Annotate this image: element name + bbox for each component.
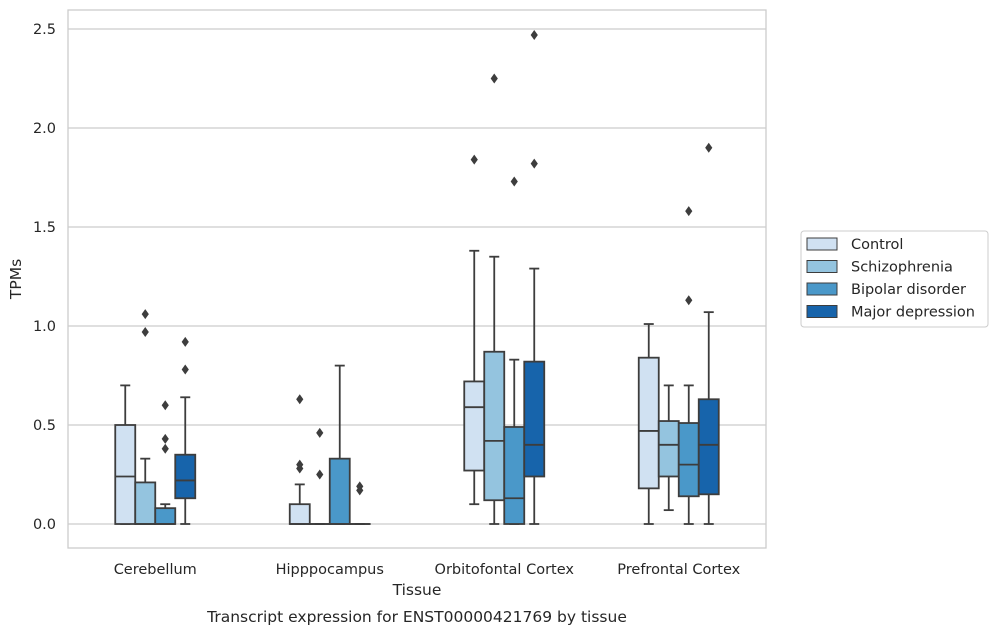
box-iqr	[114, 424, 137, 525]
outlier-point	[685, 206, 693, 217]
box-iqr	[288, 503, 311, 525]
outlier-point	[705, 142, 713, 153]
legend-swatch	[806, 237, 838, 251]
outlier-point	[296, 459, 304, 470]
outlier-point	[685, 295, 693, 306]
x-tick-label: Prefrontal Cortex	[617, 562, 740, 578]
box-iqr	[523, 360, 546, 478]
box-3-1	[657, 384, 680, 512]
outlier-point	[161, 433, 169, 444]
legend-label: Schizophrenia	[851, 260, 953, 276]
x-tick-label: Hipppocampus	[276, 562, 384, 578]
y-tick-label: 1.5	[33, 220, 56, 236]
legend: Control Schizophrenia Bipolar disorder Majo…	[800, 230, 989, 328]
box-iqr	[637, 356, 660, 490]
y-tick-label: 2.5	[33, 22, 56, 38]
box-3-2	[677, 206, 700, 525]
outlier-point	[161, 400, 169, 411]
outlier-point	[510, 176, 518, 187]
box-1-3	[348, 481, 371, 525]
boxes-layer	[114, 29, 720, 525]
box-iqr	[657, 420, 680, 478]
box-2-1	[483, 73, 506, 525]
legend-label: Bipolar disorder	[851, 282, 966, 298]
chart-caption: Transcript expression for ENST0000042176…	[206, 608, 627, 626]
box-iqr	[154, 507, 177, 525]
y-axis-label: TPMs	[7, 259, 25, 300]
outlier-point	[530, 158, 538, 169]
legend-swatch	[806, 282, 838, 296]
box-2-3	[523, 29, 546, 525]
legend-label: Control	[851, 237, 903, 253]
y-tick-label: 1.0	[33, 319, 56, 335]
y-tick-label: 0.0	[33, 517, 56, 533]
box-0-1	[134, 309, 157, 525]
box-iqr	[697, 398, 720, 496]
legend-frame	[800, 230, 989, 328]
outlier-point	[181, 364, 189, 375]
box-0-0	[114, 384, 137, 525]
outlier-point	[181, 336, 189, 347]
box-0-2	[154, 400, 177, 525]
box-1-0	[288, 394, 311, 525]
outlier-point	[356, 481, 364, 492]
box-1-1	[308, 427, 331, 525]
box-3-3	[697, 142, 720, 525]
x-axis-label: Tissue	[392, 581, 442, 599]
box-iqr	[174, 453, 197, 500]
outlier-point	[141, 309, 149, 320]
box-3-0	[637, 323, 660, 525]
y-tick-label: 0.5	[33, 418, 56, 434]
box-2-0	[463, 154, 486, 506]
x-tick-label: Cerebellum	[114, 562, 197, 578]
y-tick-labels: 0.0 0.5 1.0 1.5 2.0 2.5	[33, 22, 56, 533]
outlier-point	[296, 394, 304, 405]
legend-swatch	[806, 305, 838, 318]
box-iqr	[483, 350, 506, 502]
box-iqr	[134, 481, 157, 525]
outlier-point	[316, 427, 324, 438]
box-iqr	[328, 457, 351, 525]
box-iqr	[677, 422, 700, 498]
box-1-2	[328, 364, 351, 525]
outlier-point	[316, 469, 324, 480]
box-0-3	[174, 336, 197, 525]
outlier-point	[141, 326, 149, 337]
box-iqr	[463, 380, 486, 472]
outlier-point	[470, 154, 478, 165]
plot-frame	[67, 9, 767, 549]
outlier-point	[161, 443, 169, 454]
outlier-point	[490, 73, 498, 84]
x-tick-label: Orbitofontal Cortex	[435, 562, 575, 578]
outlier-point	[530, 29, 538, 40]
legend-label: Major depression	[851, 305, 975, 321]
legend-swatch	[806, 260, 838, 273]
box-iqr	[503, 426, 526, 525]
x-tick-labels: Cerebellum Hipppocampus Orbitofontal Corte…	[114, 562, 741, 578]
y-tick-label: 2.0	[33, 121, 56, 137]
box-2-2	[503, 176, 526, 525]
